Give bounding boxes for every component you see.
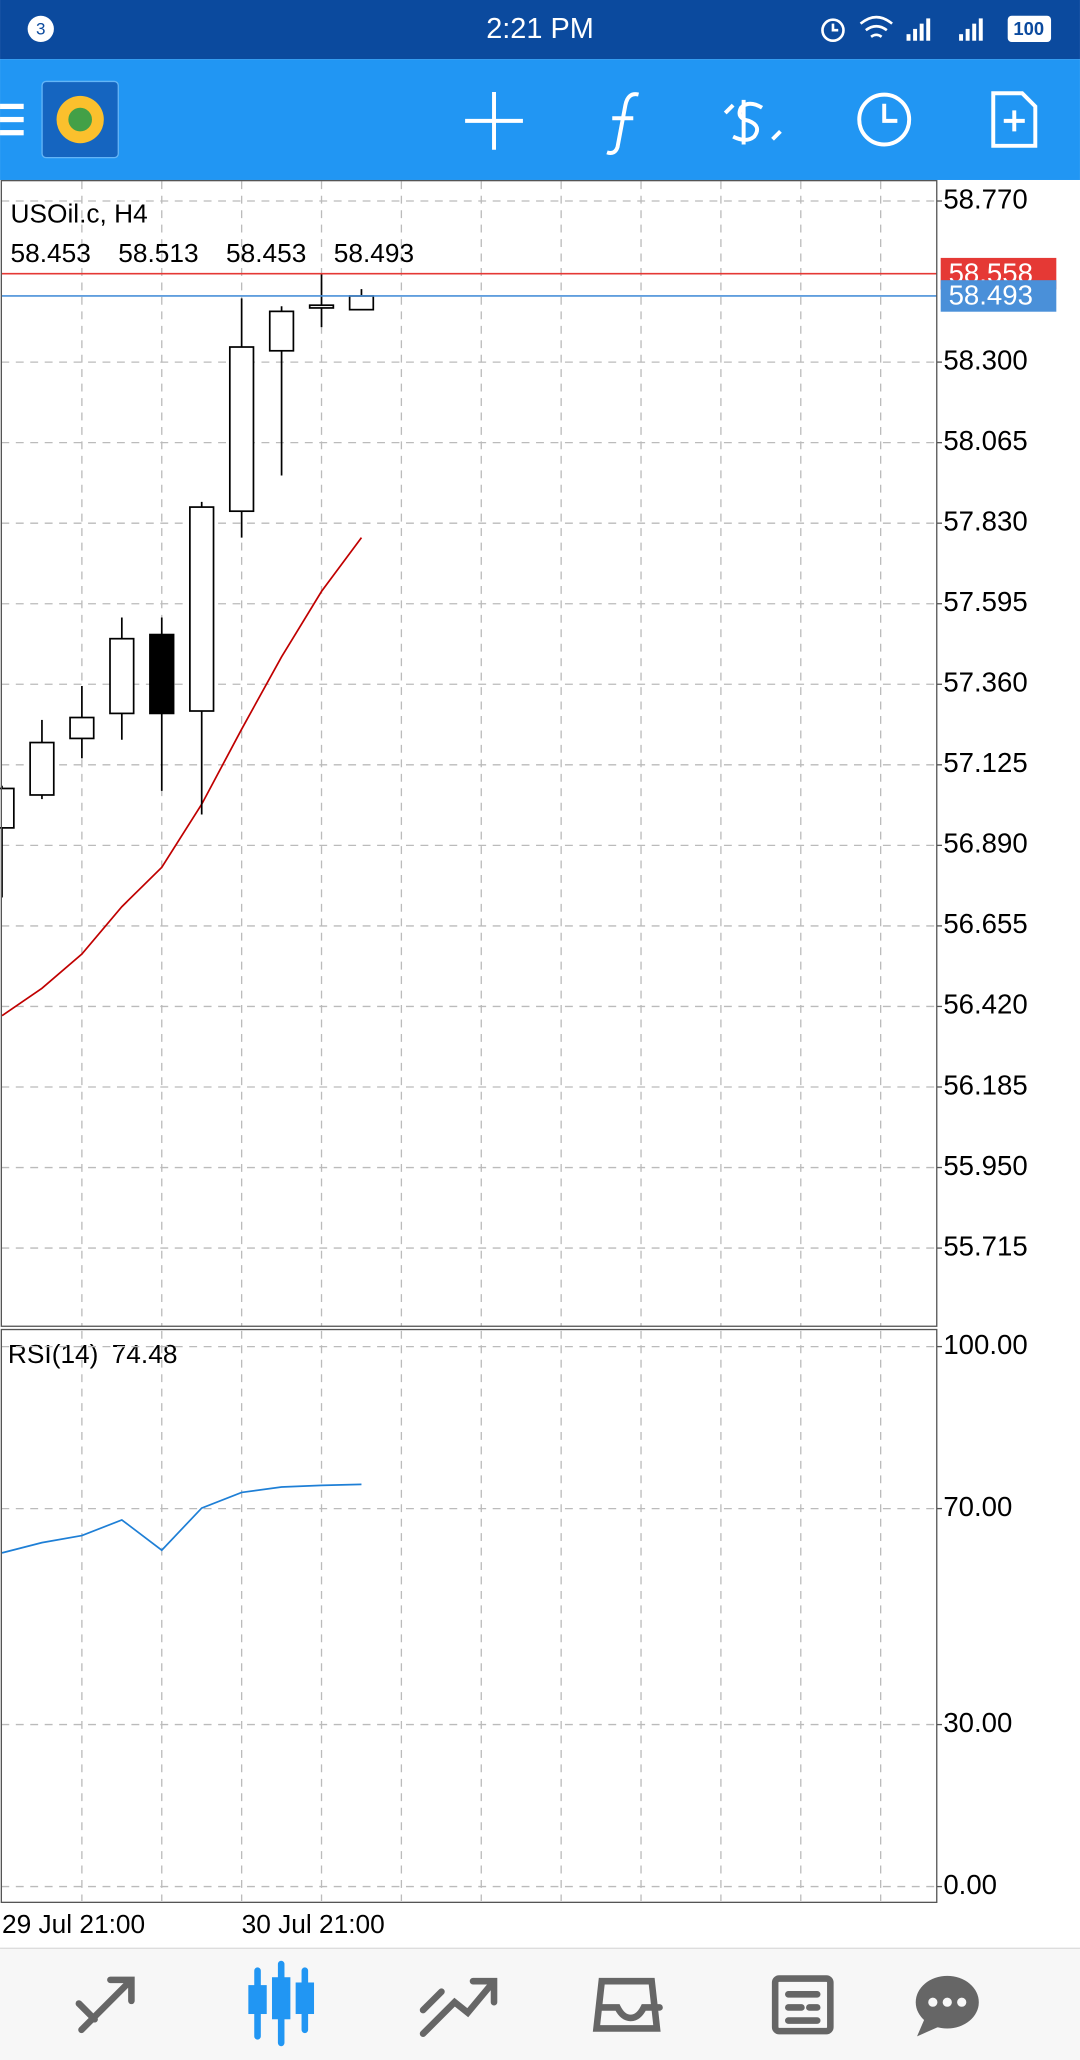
x-tick-label: 29 Jul 21:00 <box>2 1909 145 1939</box>
nav-history[interactable] <box>592 1977 663 2032</box>
y-tick-label: 57.125 <box>943 747 1027 778</box>
y-tick-label: 58.065 <box>943 425 1027 456</box>
y-tick-label: 57.830 <box>943 505 1027 536</box>
menu-button[interactable] <box>0 103 24 136</box>
y-tick-label: 56.185 <box>943 1069 1027 1100</box>
y-tick-label: 57.360 <box>943 667 1027 698</box>
candle-body <box>29 741 55 796</box>
bid-price-tag <box>940 280 1057 312</box>
rsi-title: RSI(14) <box>8 1339 99 1369</box>
candle-body <box>268 310 295 352</box>
ohlc-high: 58.513 <box>118 238 198 268</box>
candle-body <box>109 637 135 715</box>
ohlc-readout: 58.453 58.513 58.453 58.493 <box>11 238 415 268</box>
crosshair-button[interactable] <box>465 91 523 150</box>
notification-count: 3 <box>36 20 46 39</box>
clock: 2:21 PM <box>486 13 594 45</box>
candle-body <box>308 304 335 309</box>
status-bar <box>0 0 1080 60</box>
rsi-line <box>1 1483 362 1554</box>
rsi-value: 74.48 <box>112 1339 178 1369</box>
toolbar <box>0 59 1080 180</box>
candle-body <box>228 346 255 513</box>
status-icons <box>821 15 893 43</box>
y-tick-label: 58.300 <box>943 344 1027 375</box>
y-tick-label: 70.00 <box>943 1491 1012 1522</box>
y-tick-label: 0.00 <box>943 1869 997 1900</box>
nav-chat[interactable] <box>915 1975 979 2037</box>
ohlc-close: 58.493 <box>334 238 414 268</box>
signal-icons <box>906 15 1052 43</box>
notification-badge <box>27 15 54 43</box>
new-order-button[interactable] <box>991 91 1038 148</box>
moving-average <box>1 537 363 1017</box>
candle-body <box>348 295 375 311</box>
timeframe-button[interactable] <box>857 92 912 147</box>
nav-trade[interactable] <box>419 1977 498 2038</box>
y-tick-label: 30.00 <box>943 1707 1012 1738</box>
candle-body <box>69 716 95 740</box>
battery-level: 100 <box>1013 18 1044 39</box>
y-tick-label: 56.420 <box>943 989 1027 1020</box>
x-tick-label: 30 Jul 21:00 <box>242 1909 385 1939</box>
ohlc-low: 58.453 <box>226 238 306 268</box>
y-tick-label: 55.950 <box>943 1150 1027 1181</box>
candle-body <box>0 787 15 829</box>
time-grid <box>81 181 882 1902</box>
bid-price-label: 58.493 <box>949 280 1033 311</box>
bottom-nav <box>0 1948 1080 2060</box>
y-tick-label: 56.655 <box>943 908 1027 939</box>
candle-body <box>149 633 175 715</box>
chart-frames <box>0 179 938 1904</box>
chart-title: USOil.c, H4 <box>11 198 148 228</box>
y-tick-label: 57.595 <box>943 586 1027 617</box>
app-logo[interactable] <box>41 80 119 159</box>
nav-chart[interactable] <box>248 1960 315 2047</box>
ohlc-open: 58.453 <box>11 238 91 268</box>
y-tick-label: 100.00 <box>943 1329 1027 1360</box>
candle-body <box>189 506 215 712</box>
indicators-button[interactable] <box>606 92 640 156</box>
y-tick-label: 58.770 <box>943 183 1027 214</box>
y-tick-label: 56.890 <box>943 828 1027 859</box>
trade-button[interactable] <box>723 99 782 145</box>
nav-quotes[interactable] <box>75 1976 135 2034</box>
nav-news[interactable] <box>771 1975 834 2035</box>
y-tick-label: 55.715 <box>943 1230 1027 1261</box>
